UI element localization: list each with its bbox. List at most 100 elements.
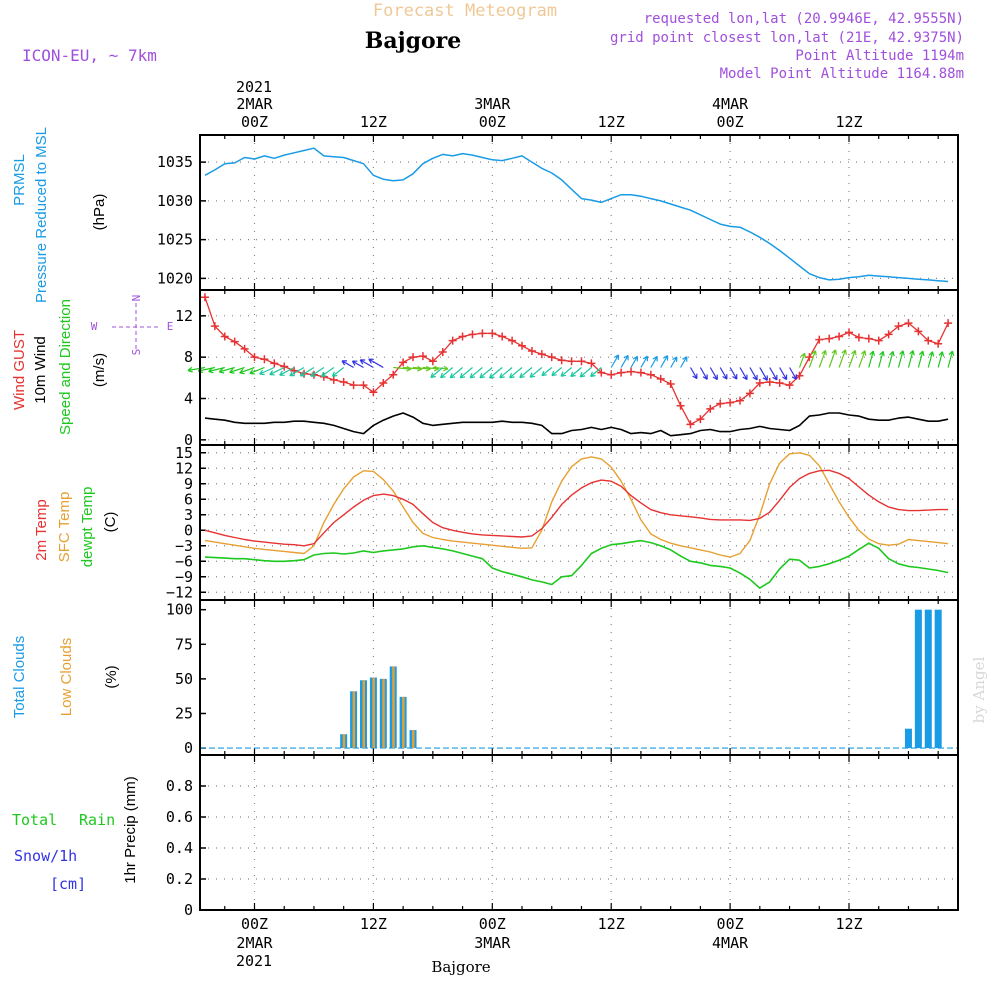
wind-arrow — [351, 360, 364, 369]
y-tick-label: 0.2 — [166, 870, 193, 888]
gust-marker — [706, 404, 715, 413]
gust-marker — [636, 368, 645, 377]
wind-arrow — [368, 358, 384, 369]
super-title: Forecast Meteogram — [373, 1, 557, 21]
wind-arrow — [289, 366, 305, 377]
y-tick-label: 0.4 — [166, 839, 193, 857]
gust-marker — [775, 379, 784, 387]
gust-marker — [607, 370, 616, 379]
wind-arrow — [590, 367, 602, 378]
gust-marker — [696, 415, 705, 424]
wind-arrow — [947, 350, 955, 368]
sfc-temp-label: SFC Temp — [56, 492, 73, 563]
wind-arrow — [239, 366, 255, 375]
gust-marker — [874, 336, 883, 345]
gust-marker — [210, 322, 219, 331]
top-year-label: 2021 — [236, 78, 272, 96]
total-cloud-bar — [924, 609, 932, 749]
clouds-panel: 0 25 50 75 100 — [166, 599, 959, 757]
bottom-day-label: 4MAR — [712, 934, 749, 952]
wind-arrow — [208, 366, 225, 374]
requested-coords: requested lon,lat (20.9946E, 42.9555N) — [644, 11, 964, 27]
y-tick-label: 1020 — [157, 269, 193, 287]
top-hour-label: 00Z — [717, 113, 744, 131]
top-day-label: 2MAR — [236, 95, 273, 113]
wind-arrow — [838, 349, 847, 368]
total-clouds-label: Total Clouds — [11, 636, 28, 719]
gust-marker — [399, 358, 408, 367]
bottom-year-label: 2021 — [236, 952, 272, 970]
y-tick-label: 0 — [184, 739, 193, 757]
gust-marker — [280, 362, 289, 371]
gust-marker — [864, 334, 873, 343]
compass-s: S — [130, 349, 143, 356]
y-tick-label: 1030 — [157, 192, 193, 210]
gust-marker — [825, 334, 834, 343]
bottom-day-label: 2MAR — [236, 934, 273, 952]
wind-arrow — [560, 367, 572, 377]
sfc-temp-line — [204, 452, 949, 558]
y-tick-label: 12 — [175, 459, 193, 477]
wind-arrow — [341, 360, 354, 369]
wind-arrow — [259, 366, 275, 376]
wind-arrow — [660, 355, 669, 368]
gust-marker — [736, 396, 745, 405]
model-label: ICON-EU, ~ 7km — [22, 46, 157, 65]
wind-arrow — [798, 352, 806, 368]
bottom-hour-label: 12Z — [598, 915, 625, 933]
y-tick-label: 100 — [166, 601, 193, 619]
y-tick-label: 1025 — [157, 231, 193, 249]
wind-arrow — [630, 355, 638, 368]
low-cloud-bar — [362, 680, 365, 749]
gust-marker — [518, 341, 527, 350]
top-hour-label: 12Z — [360, 113, 387, 131]
location-title: Bajgore — [365, 28, 461, 54]
y-tick-label: 0 — [184, 521, 193, 539]
wind-arrow — [937, 351, 945, 368]
top-hour-label: 12Z — [598, 113, 625, 131]
gust-marker — [577, 357, 586, 366]
wind-arrow — [868, 350, 875, 368]
wind-arrow — [509, 367, 523, 379]
wind-arrow — [808, 350, 817, 368]
wind-arrow — [610, 354, 620, 368]
cloud-labels: Total Clouds Low Clouds (%) — [11, 636, 120, 719]
gust-marker — [359, 381, 368, 390]
wind-arrow — [440, 367, 454, 379]
gust-marker — [716, 399, 725, 408]
wind-arrow — [541, 367, 553, 377]
gust-marker — [884, 330, 893, 339]
top-day-label: 3MAR — [474, 95, 511, 113]
wind-arrow — [699, 367, 708, 380]
gust-marker — [627, 367, 636, 376]
gust-marker — [488, 329, 497, 338]
wind-arrow — [848, 349, 857, 368]
pressure-panel: 1020 1025 1030 1035 — [157, 134, 959, 291]
wind-gust-label: Wind GUST — [11, 330, 28, 410]
t2m-line — [204, 469, 949, 547]
top-hour-label: 00Z — [241, 113, 268, 131]
wind-arrow — [917, 350, 925, 368]
y-tick-label: 8 — [184, 348, 193, 366]
gust-marker — [458, 332, 467, 341]
gust-marker — [676, 401, 685, 410]
precip-axis-label: 1hr Precip (mm) — [122, 776, 139, 884]
y-tick-label: 4 — [184, 390, 193, 408]
gust-marker — [924, 336, 933, 345]
wind-arrow — [620, 354, 629, 368]
wind-arrow — [739, 367, 748, 381]
y-tick-label: 1035 — [157, 153, 193, 171]
gust-marker — [745, 389, 754, 398]
y-tick-label: 9 — [184, 475, 193, 493]
gust-marker — [726, 398, 735, 407]
wind-dir-label: Speed and Direction — [57, 299, 74, 435]
wind-panel: 0 4 8 12 — [175, 289, 959, 449]
dewpt-label: dewpt Temp — [79, 487, 96, 568]
gust-marker — [785, 381, 794, 390]
wind-arrow — [479, 367, 493, 379]
gust-marker — [478, 329, 487, 338]
y-tick-label: −3 — [175, 537, 193, 555]
gust-marker — [409, 353, 418, 362]
